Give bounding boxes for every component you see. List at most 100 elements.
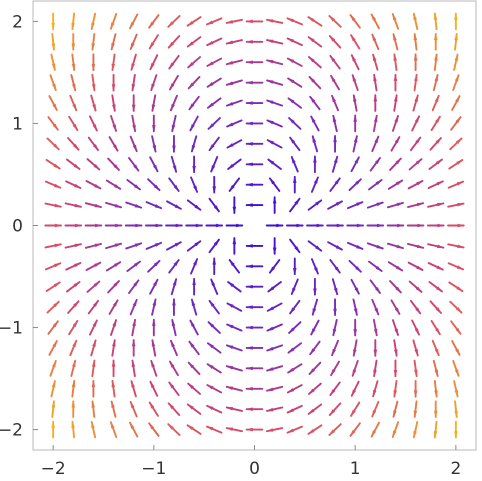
vector-arrow [266, 139, 283, 149]
vector-arrow [225, 39, 243, 45]
vector-arrow [366, 201, 384, 209]
vector-head [192, 278, 196, 286]
vector-head [186, 424, 194, 431]
vector-head [225, 386, 234, 391]
vector-arrow [350, 278, 360, 295]
vector-arrow [169, 74, 179, 91]
vector-head [436, 181, 444, 186]
vector-arrow [267, 281, 282, 293]
vector-arrow [431, 339, 440, 357]
vector-head [310, 328, 316, 336]
vector-head [114, 203, 122, 208]
vector-arrow [111, 73, 116, 92]
vector-head [267, 159, 275, 165]
vector-head [71, 83, 76, 92]
vector-arrow [447, 180, 465, 189]
vector-arrow [331, 94, 340, 112]
vector-head [413, 53, 418, 61]
vector-arrow [429, 137, 442, 151]
vector-arrow [386, 223, 405, 228]
vector-arrow [111, 339, 116, 357]
vector-arrow [370, 13, 380, 30]
vector-head [353, 349, 357, 357]
vector-head [266, 326, 274, 331]
vector-arrow [450, 320, 462, 335]
vector-arrow [452, 74, 460, 91]
vector-head [329, 389, 336, 396]
vector-arrow [346, 201, 364, 210]
vector-arrow [206, 97, 222, 109]
vector-head [315, 245, 322, 252]
vector-head [213, 205, 220, 213]
vector-arrow [212, 175, 217, 194]
vector-arrow [91, 359, 96, 378]
vector-head [456, 286, 464, 292]
vector-arrow [330, 360, 340, 377]
vector-head [266, 39, 274, 44]
vector-head [169, 360, 175, 368]
vector-arrow [311, 135, 319, 153]
vector-head [330, 75, 336, 83]
vector-head [245, 244, 253, 248]
vector-head [454, 74, 459, 82]
vector-head [356, 244, 364, 250]
vector-arrow [352, 135, 358, 153]
vector-arrow [152, 318, 156, 337]
vector-arrow [353, 318, 357, 337]
vector-arrow [292, 257, 297, 276]
vector-head [349, 14, 356, 22]
vector-arrow [51, 33, 56, 51]
x-axis-tick-label: 1 [350, 459, 361, 479]
vector-arrow [206, 425, 223, 434]
vector-arrow [433, 12, 438, 31]
vector-arrow [427, 262, 444, 271]
vector-head [457, 223, 465, 228]
vector-head [393, 390, 398, 398]
vector-arrow [407, 202, 425, 208]
vector-arrow [328, 15, 342, 28]
vector-arrow [188, 95, 200, 111]
vector-head [91, 63, 96, 71]
vector-arrow [406, 223, 425, 228]
vector-arrow [91, 400, 96, 418]
vector-arrow [110, 115, 118, 132]
vector-arrow [126, 179, 141, 191]
vector-arrow [206, 342, 222, 354]
vector-arrow [64, 243, 82, 249]
vector-head [374, 286, 381, 294]
vector-arrow [148, 14, 160, 29]
vector-arrow [64, 202, 82, 208]
vector-arrow [411, 319, 420, 336]
vector-head [373, 94, 378, 102]
vector-arrow [70, 359, 77, 377]
vector-arrow [167, 402, 181, 416]
vector-arrow [268, 259, 281, 274]
vector-head [413, 12, 417, 21]
vector-head [393, 53, 398, 61]
vector-arrow [129, 421, 139, 438]
vector-arrow [225, 99, 243, 107]
vector-head [413, 33, 418, 41]
vector-arrow [185, 223, 203, 228]
vector-head [354, 156, 360, 164]
vector-head [168, 402, 175, 410]
vector-head [134, 203, 142, 208]
vector-head [131, 63, 135, 71]
vector-head [245, 40, 253, 44]
vector-head [151, 360, 155, 368]
vector-head [435, 328, 441, 335]
vector-head [92, 104, 96, 112]
vector-arrow [331, 278, 339, 296]
vector-head [333, 308, 337, 316]
vector-head [373, 349, 378, 357]
vector-arrow [148, 401, 159, 417]
vector-arrow [148, 34, 159, 50]
vector-arrow [428, 281, 443, 293]
vector-arrow [265, 18, 284, 24]
vector-head [110, 22, 115, 30]
vector-head [133, 261, 141, 267]
vector-arrow [413, 400, 418, 418]
vector-head [414, 328, 420, 336]
vector-head [372, 53, 377, 62]
vector-arrow [169, 360, 179, 377]
